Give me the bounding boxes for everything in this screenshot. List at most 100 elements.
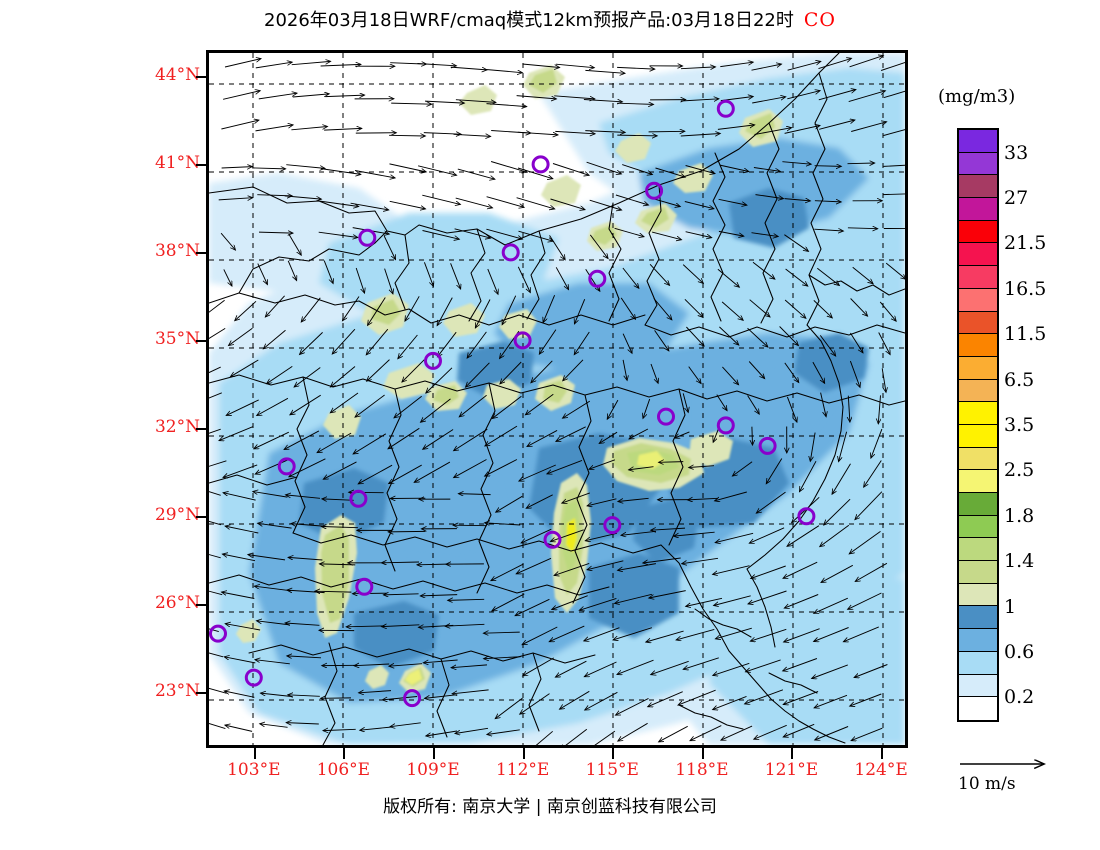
wind-vector (819, 120, 855, 130)
colorbar[interactable] (957, 128, 999, 722)
wind-vector (330, 392, 359, 413)
wind-vector (622, 164, 652, 175)
city-marker[interactable] (244, 668, 263, 687)
wind-vector (562, 492, 590, 503)
city-marker[interactable] (209, 624, 227, 643)
wind-vector (814, 229, 843, 231)
wind-vector (317, 432, 352, 453)
latitude-axis: 44°N 41°N 38°N 35°N 32°N 29°N 26°N 23°N (120, 0, 207, 850)
wind-vector (388, 427, 420, 448)
wind-vector (855, 562, 888, 581)
wind-vector (685, 165, 715, 174)
city-marker[interactable] (355, 577, 374, 596)
wind-vector (614, 227, 644, 236)
wind-vector (353, 433, 387, 454)
wind-vector (552, 163, 589, 176)
colorbar-band (959, 288, 997, 312)
city-marker[interactable] (716, 99, 735, 118)
wind-vector (751, 565, 786, 579)
wind-vector (549, 235, 566, 259)
colorbar-unit-label: (mg/m3) (938, 86, 1016, 107)
wind-vector (713, 695, 747, 709)
wind-vector (255, 458, 290, 474)
wind-vector (629, 428, 649, 439)
wind-vector (258, 523, 292, 529)
wind-vector (324, 128, 362, 130)
longitude-tick-label: 109°E (406, 760, 460, 780)
wind-vector (751, 64, 782, 71)
city-marker[interactable] (403, 689, 422, 708)
longitude-tick-mark (433, 748, 436, 759)
wind-vector (648, 691, 683, 707)
city-marker[interactable] (543, 530, 562, 549)
wind-vector (287, 260, 296, 281)
wind-vector (555, 267, 568, 289)
city-marker[interactable] (513, 331, 532, 350)
wind-vector (343, 296, 360, 321)
colorbar-band (959, 447, 997, 471)
wind-vector (355, 394, 385, 417)
wind-vector (849, 360, 860, 387)
colorbar-tick-label: 2.5 (1004, 459, 1035, 482)
wind-vector (286, 723, 319, 724)
wind-vector (880, 62, 905, 71)
wind-vector (423, 429, 454, 450)
city-marker[interactable] (531, 155, 550, 174)
city-marker[interactable] (349, 489, 368, 508)
wind-vector (745, 689, 784, 704)
city-marker[interactable] (758, 436, 777, 455)
wind-vector (527, 429, 558, 446)
wind-vector (286, 495, 321, 499)
city-marker[interactable] (716, 416, 735, 435)
city-marker[interactable] (501, 243, 520, 262)
wind-vector (291, 127, 327, 131)
wind-vector (355, 267, 364, 293)
wind-vector (617, 103, 653, 104)
wind-vector (650, 363, 658, 383)
wind-vector (516, 557, 552, 574)
wind-vector (718, 230, 744, 236)
city-marker[interactable] (588, 269, 607, 288)
wind-vector (748, 361, 764, 379)
wind-vector (459, 394, 487, 417)
city-marker-group[interactable] (209, 99, 816, 708)
colorbar-band (959, 651, 997, 675)
wind-vector (721, 301, 743, 320)
city-marker[interactable] (657, 407, 675, 426)
wind-vector (575, 299, 586, 324)
wind-vector (585, 69, 625, 73)
wind-vector (219, 425, 254, 440)
city-marker[interactable] (424, 351, 442, 370)
colorbar-band (959, 220, 997, 244)
wind-vector (496, 495, 523, 512)
city-marker[interactable] (603, 516, 622, 535)
wind-vector (322, 527, 358, 528)
wind-vector (384, 594, 419, 595)
page-title: 2026年03月18日WRF/cmaq模式12km预报产品:03月18日22时 C… (0, 6, 1100, 32)
colorbar-tick-label: 21.5 (1004, 232, 1047, 255)
wind-vector (486, 103, 527, 107)
city-marker[interactable] (797, 507, 816, 526)
city-marker[interactable] (277, 457, 296, 476)
wind-vector (517, 131, 558, 135)
wind-vector (849, 332, 863, 353)
city-marker[interactable] (645, 181, 664, 200)
wind-vector (366, 328, 389, 355)
wind-vector (713, 662, 750, 675)
colorbar-band (959, 674, 997, 698)
wind-vector (517, 266, 530, 293)
longitude-tick-label: 121°E (764, 760, 819, 780)
wind-vector (209, 428, 221, 434)
wind-vector (659, 462, 684, 463)
city-marker[interactable] (358, 228, 377, 247)
wind-vector (646, 630, 684, 642)
wind-vector (218, 198, 253, 200)
wind-vector (864, 460, 882, 488)
wind-vector (883, 90, 905, 99)
wind-vector (622, 359, 627, 380)
wind-vector (517, 167, 553, 179)
forecast-map[interactable] (206, 50, 908, 748)
colorbar-tick-label: 1.4 (1004, 550, 1035, 573)
colorbar-tick-label: 1 (1004, 595, 1017, 618)
wind-vector (714, 595, 751, 606)
